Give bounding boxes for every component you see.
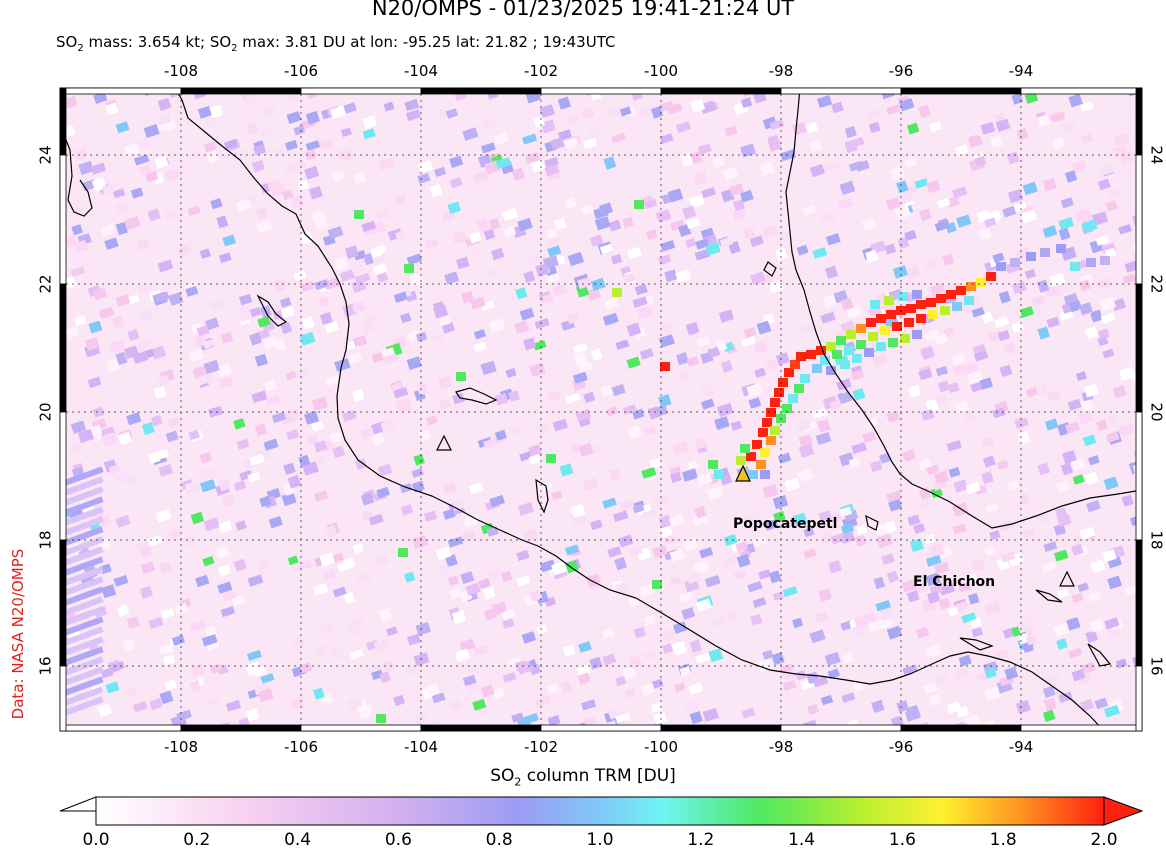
- lat-tick-left: 16: [37, 656, 55, 675]
- map-frame: [59, 87, 1143, 732]
- lat-tick-right: 22: [1148, 274, 1166, 293]
- map-title: N20/OMPS - 01/23/2025 19:41-21:24 UT: [371, 0, 795, 20]
- coastlines: [61, 88, 1142, 731]
- so2-pixels: [61, 88, 1142, 731]
- lat-tick-right: 16: [1148, 656, 1166, 675]
- lon-tick-top: -96: [889, 62, 914, 80]
- lon-tick-bottom: -108: [164, 738, 198, 756]
- colorbar-low-arrow: [59, 796, 97, 825]
- lon-tick-top: -100: [644, 62, 678, 80]
- lon-tick-top: -104: [404, 62, 438, 80]
- lon-tick-bottom: -104: [404, 738, 438, 756]
- lon-tick-bottom: -96: [889, 738, 914, 756]
- lon-tick-top: -98: [769, 62, 794, 80]
- colorbar-tick-label: 0.2: [183, 830, 211, 850]
- colorbar-tick-label: 0.6: [384, 830, 412, 850]
- lat-tick-left: 20: [37, 402, 55, 421]
- colorbar-tick-label: 0.0: [82, 830, 110, 850]
- volcano-label-popocatepetl: Popocatepetl: [733, 516, 838, 532]
- lon-tick-top: -94: [1009, 62, 1034, 80]
- lon-tick-bottom: -100: [644, 738, 678, 756]
- colorbar-tick-label: 2.0: [1090, 830, 1118, 850]
- volcano-el-chichon-marker: [1059, 570, 1075, 587]
- colorbar-tick-label: 0.4: [284, 830, 312, 850]
- colorbar-tick-label: 1.0: [586, 830, 614, 850]
- lon-tick-top: -106: [284, 62, 318, 80]
- so2-summary: SO2 mass: 3.654 kt; SO2 max: 3.81 DU at …: [56, 33, 616, 54]
- lat-tick-right: 18: [1148, 530, 1166, 549]
- volcano-label-el-chichon: El Chichon: [913, 574, 996, 590]
- colorbar-tick-label: 1.4: [788, 830, 816, 850]
- lon-tick-top: -102: [524, 62, 558, 80]
- colorbar-tick-label: 1.6: [888, 830, 916, 850]
- colorbar-tick-label: 1.2: [687, 830, 715, 850]
- lat-tick-left: 22: [37, 274, 55, 293]
- volcano-markers: [436, 434, 1075, 587]
- colorbar-tick-label: 0.8: [485, 830, 513, 850]
- volcano-colima-marker: [436, 434, 452, 451]
- lon-tick-bottom: -102: [524, 738, 558, 756]
- colorbar-high-arrow: [1103, 796, 1144, 826]
- colorbar-tick-label: 1.8: [989, 830, 1017, 850]
- lat-tick-left: 18: [37, 530, 55, 549]
- lat-tick-right: 24: [1148, 145, 1166, 164]
- colorbar: [95, 796, 1105, 826]
- lon-tick-bottom: -106: [284, 738, 318, 756]
- lon-tick-top: -108: [164, 62, 198, 80]
- lon-tick-bottom: -98: [769, 738, 794, 756]
- colorbar-title: SO2 column TRM [DU]: [490, 766, 676, 789]
- volcano-popocatepetl-marker: [735, 464, 751, 482]
- graticule: [60, 88, 1142, 731]
- lat-tick-right: 20: [1148, 402, 1166, 421]
- lon-tick-bottom: -94: [1009, 738, 1034, 756]
- lat-tick-left: 24: [37, 145, 55, 164]
- axis-tick-labels: -108 -108 -106 -106 -104 -104 -102 -102 -100 -100…: [37, 62, 1166, 756]
